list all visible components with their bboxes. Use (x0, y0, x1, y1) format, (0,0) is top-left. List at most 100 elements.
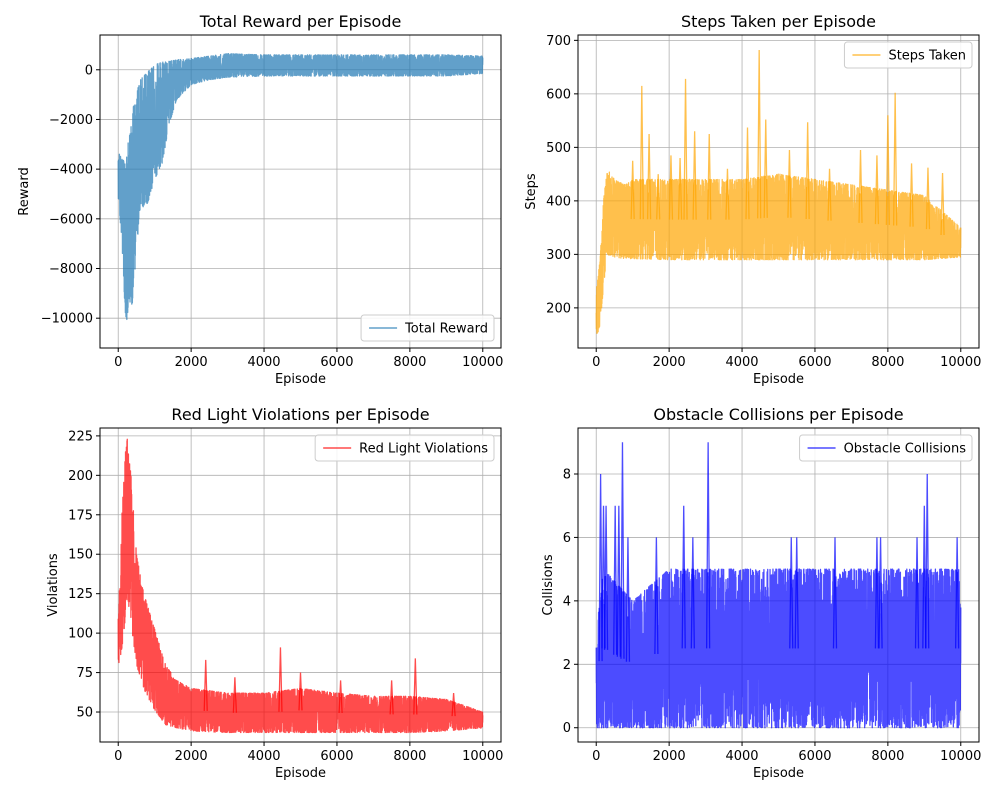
series-path (117, 53, 484, 321)
chart-panel-3: 0 2000 4000 6000 8000 10000 50 75 100 125 150 175 20… (46, 405, 503, 781)
legend: Steps Taken (843, 41, 973, 69)
y-tick-label: 6 (563, 531, 571, 546)
y-tick-label: −2000 (49, 113, 93, 128)
y-tick-label: −10000 (41, 312, 93, 327)
series-spike (338, 680, 343, 713)
series-spike (278, 647, 283, 712)
x-tick-label: 8000 (393, 749, 426, 764)
series-spike (874, 155, 880, 225)
legend-label: Steps Taken (888, 49, 966, 64)
x-tick-label: 10000 (462, 355, 503, 370)
series-spike (656, 174, 661, 220)
x-tick-label: 2000 (175, 749, 208, 764)
series-spike (858, 150, 863, 223)
series-spike (692, 131, 697, 220)
y-tick-label: 400 (546, 194, 571, 209)
series-spike (389, 680, 394, 715)
series-spike (878, 537, 883, 649)
y-tick-label: 700 (546, 34, 571, 49)
series-spike (763, 119, 768, 218)
y-axis-label: Reward (17, 167, 32, 215)
x-axis-label: Episode (275, 766, 326, 781)
legend-label: Red Light Violations (359, 442, 488, 457)
series-spike (922, 505, 927, 649)
chart-title: Red Light Violations per Episode (171, 405, 429, 424)
series-spike (690, 537, 695, 649)
y-tick-label: 225 (68, 429, 93, 444)
chart-panel-4: 0 2000 4000 6000 8000 10000 0 2 4 6 8 Obstacle Coll… (541, 405, 981, 781)
legend-label: Total Reward (404, 322, 488, 337)
series-spike (832, 537, 838, 649)
series-spike (630, 160, 635, 220)
series-path (595, 171, 962, 334)
y-tick-label: 0 (563, 721, 571, 736)
x-tick-label: 0 (592, 749, 600, 764)
chart-panel-2: 0 2000 4000 6000 8000 10000 200 300 400 500 600 700… (524, 12, 981, 387)
series-spike (874, 537, 880, 649)
series-spike (885, 115, 891, 225)
series-path (595, 568, 962, 729)
y-tick-label: 150 (68, 548, 93, 563)
y-tick-label: 125 (68, 587, 93, 602)
chart-title: Steps Taken per Episode (681, 12, 876, 31)
legend: Total Reward (360, 314, 495, 342)
series-spike (298, 672, 303, 711)
series-spike (413, 658, 418, 715)
series-spike (925, 473, 930, 649)
x-tick-label: 2000 (175, 355, 208, 370)
series-spike (940, 173, 945, 235)
axes-frame (577, 34, 980, 349)
y-tick-label: 0 (85, 63, 93, 78)
series-line (117, 438, 484, 734)
legend-box (799, 434, 973, 462)
x-tick-label: 2000 (653, 355, 686, 370)
x-tick-label: 6000 (798, 355, 831, 370)
legend: Obstacle Collisions (799, 434, 973, 462)
series-spike (603, 505, 609, 650)
y-tick-label: 600 (546, 87, 571, 102)
series-path (117, 438, 484, 734)
x-tick-label: 4000 (247, 355, 280, 370)
series-spike (668, 155, 674, 220)
series-spike (639, 85, 644, 220)
series-spike (707, 133, 712, 220)
series-spike (681, 505, 686, 649)
x-tick-label: 6000 (320, 749, 353, 764)
chart-title: Total Reward per Episode (199, 12, 402, 31)
series-spike (451, 693, 456, 717)
legend-box (360, 314, 495, 342)
series-line (595, 49, 962, 334)
series-spike (232, 677, 238, 713)
series-spike (787, 150, 792, 218)
y-tick-label: 300 (546, 248, 571, 263)
y-tick-label: 75 (76, 666, 93, 681)
x-tick-label: 0 (114, 749, 122, 764)
x-tick-label: 10000 (940, 355, 981, 370)
y-tick-label: −4000 (49, 163, 93, 178)
series-spike (745, 127, 750, 220)
x-tick-label: 0 (114, 355, 122, 370)
y-tick-label: 200 (68, 469, 93, 484)
x-axis-label: Episode (753, 372, 804, 387)
series-spike (827, 168, 832, 221)
x-axis-label: Episode (275, 372, 326, 387)
series-spike (909, 163, 914, 227)
series-spike (613, 505, 618, 655)
axes-frame (577, 427, 980, 743)
x-tick-label: 6000 (798, 749, 831, 764)
legend-box (314, 434, 495, 462)
x-tick-label: 2000 (653, 749, 686, 764)
y-tick-label: 100 (68, 627, 93, 642)
series-spike (616, 505, 621, 657)
series-spike (677, 158, 683, 220)
legend-label: Obstacle Collisions (844, 442, 967, 457)
axes-frame (99, 427, 502, 743)
y-tick-label: 50 (76, 706, 93, 721)
x-tick-label: 4000 (247, 749, 280, 764)
legend: Red Light Violations (314, 434, 495, 462)
series-spike (725, 168, 730, 220)
x-tick-label: 8000 (393, 355, 426, 370)
y-tick-label: 2 (563, 658, 571, 673)
series-line (117, 53, 484, 321)
